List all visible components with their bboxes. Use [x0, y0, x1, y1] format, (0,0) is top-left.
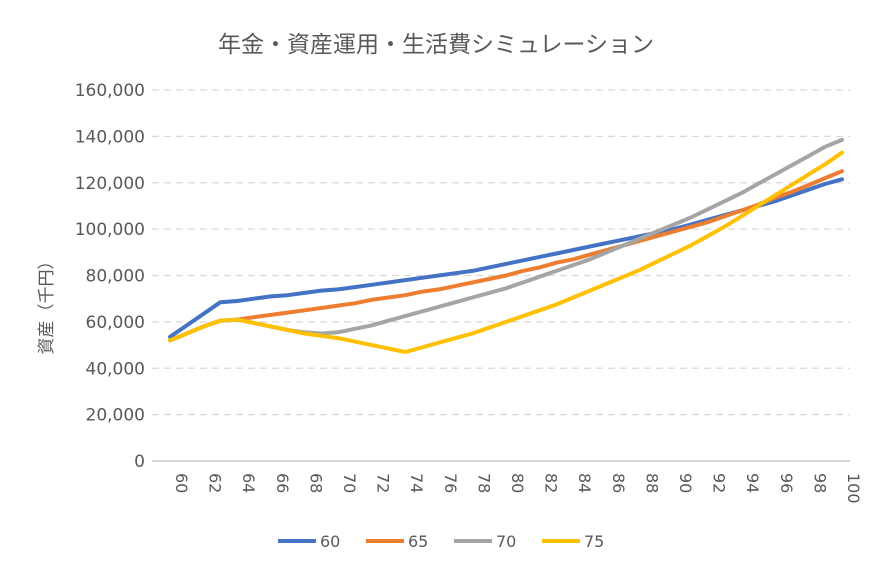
legend: 60 65 70 75 [278, 532, 604, 551]
y-tick-label: 160,000 [75, 81, 145, 101]
x-tick-label: 90 [676, 473, 695, 493]
series-line-65 [168, 169, 844, 343]
grid-lines [152, 89, 850, 416]
x-tick-label: 92 [710, 473, 729, 493]
y-tick-label: 60,000 [86, 313, 145, 333]
y-axis-label: 資産（千円） [37, 253, 57, 355]
x-tick-label: 74 [407, 473, 426, 493]
x-tick-label: 96 [777, 473, 796, 493]
x-tick-label: 82 [542, 473, 561, 493]
chart-title: 年金・資産運用・生活費シミュレーション [218, 32, 654, 58]
x-tick-label: 98 [810, 473, 829, 493]
series-line-70 [168, 137, 844, 343]
series-line-75 [168, 150, 844, 354]
x-axis-tick-labels: 60 62 64 66 68 70 72 74 76 78 80 82 84 86 88 90 92 94 96 98… [172, 473, 863, 504]
x-tick-label: 66 [273, 473, 292, 493]
x-tick-label: 86 [609, 473, 628, 493]
y-tick-label: 20,000 [86, 406, 145, 426]
x-tick-label: 84 [575, 473, 594, 493]
y-tick-label: 100,000 [75, 220, 145, 240]
x-tick-label: 62 [206, 473, 225, 493]
legend-label-75: 75 [584, 532, 604, 551]
y-tick-label: 80,000 [86, 267, 145, 287]
x-tick-label: 88 [642, 473, 661, 493]
x-tick-label: 60 [172, 473, 191, 493]
legend-label-70: 70 [496, 532, 516, 551]
legend-label-65: 65 [408, 532, 428, 551]
x-tick-label: 64 [239, 473, 258, 493]
series-lines [168, 137, 844, 354]
x-tick-label: 80 [508, 473, 527, 493]
y-tick-label: 0 [134, 452, 145, 472]
x-tick-label: 72 [374, 473, 393, 493]
y-axis-tick-labels: 0 20,000 40,000 60,000 80,000 100,000 120,000 1… [75, 81, 145, 472]
x-tick-label: 68 [306, 473, 325, 493]
x-tick-label: 94 [743, 473, 762, 493]
x-tick-label: 100 [844, 473, 863, 504]
legend-label-60: 60 [320, 532, 340, 551]
y-tick-label: 140,000 [75, 127, 145, 147]
y-tick-label: 120,000 [75, 174, 145, 194]
x-tick-label: 76 [441, 473, 460, 493]
y-tick-label: 40,000 [86, 359, 145, 379]
x-tick-label: 78 [474, 473, 493, 493]
x-tick-label: 70 [340, 473, 359, 493]
